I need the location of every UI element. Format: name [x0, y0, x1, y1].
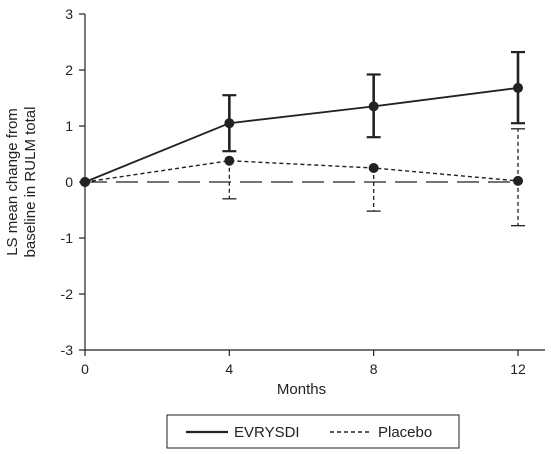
- y-axis-title: LS mean change from baseline in RULM tota…: [4, 107, 39, 258]
- y-tick-label: 2: [65, 62, 73, 78]
- x-tick-label: 8: [370, 361, 378, 377]
- legend: EVRYSDI Placebo: [166, 414, 460, 449]
- data-point-placebo: [513, 175, 523, 186]
- legend-label: Placebo: [378, 424, 432, 441]
- x-tick-label: 4: [225, 361, 233, 377]
- y-tick-label: 3: [65, 6, 73, 22]
- x-axis: 0 4 8 12: [81, 349, 545, 377]
- y-tick-label: 1: [65, 118, 73, 134]
- data-point-evrysdi: [368, 101, 379, 112]
- series-line-evrysdi: [84, 87, 519, 183]
- y-tick-label: 0: [65, 174, 73, 190]
- series-lines: [84, 87, 519, 183]
- data-point-placebo: [368, 163, 379, 173]
- y-tick-label: -3: [61, 342, 74, 358]
- y-tick-label: -1: [61, 230, 74, 246]
- data-points: [80, 82, 523, 187]
- x-tick-label: 12: [510, 361, 526, 377]
- error-bars: [222, 50, 525, 227]
- y-axis-title-line: LS mean change from: [4, 108, 21, 256]
- data-point-placebo: [224, 155, 235, 166]
- x-axis-title: Months: [277, 381, 326, 398]
- data-point-evrysdi: [513, 82, 523, 93]
- x-tick-label: 0: [81, 361, 89, 377]
- y-tick-label: -2: [61, 286, 74, 302]
- series-line-placebo: [84, 160, 519, 183]
- data-point-placebo: [80, 177, 90, 187]
- y-axis-title-line: baseline in RULM total: [22, 107, 39, 258]
- data-point-evrysdi: [224, 118, 235, 129]
- y-axis: 3 2 1 0 -1 -2 -3: [61, 6, 86, 358]
- legend-label: EVRYSDI: [234, 424, 300, 441]
